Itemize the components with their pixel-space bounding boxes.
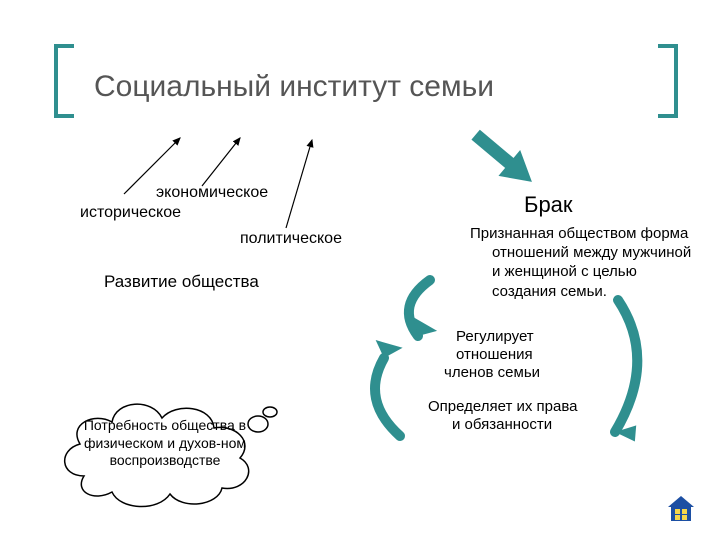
big-arrow-to-brak [466,123,542,194]
label-historical: историческое [80,204,181,222]
curved-arrow-1 [409,280,430,336]
reg-line-2a: Определяет их права [428,398,578,415]
left-heading: Развитие общества [104,272,259,292]
reg-line-1b: отношения [456,346,533,363]
reg-line-1a: Регулирует [456,328,534,345]
bracket-right [658,44,678,118]
bracket-left [54,44,74,118]
curved-arrow-3 [375,358,400,436]
right-definition: Признанная обществом форма отношений меж… [470,224,694,301]
right-heading: Брак [524,192,573,218]
reg-line-1c: членов семьи [444,364,540,381]
home-icon[interactable] [666,494,696,524]
page-title: Социальный институт семьи [94,70,494,104]
curved-arrow-2 [615,300,637,432]
reg-line-2b: и обязанности [452,416,552,433]
label-political: политическое [240,230,342,248]
cloud-text: Потребность общества в физическом и духо… [70,417,260,470]
label-economic: экономическое [156,184,268,202]
